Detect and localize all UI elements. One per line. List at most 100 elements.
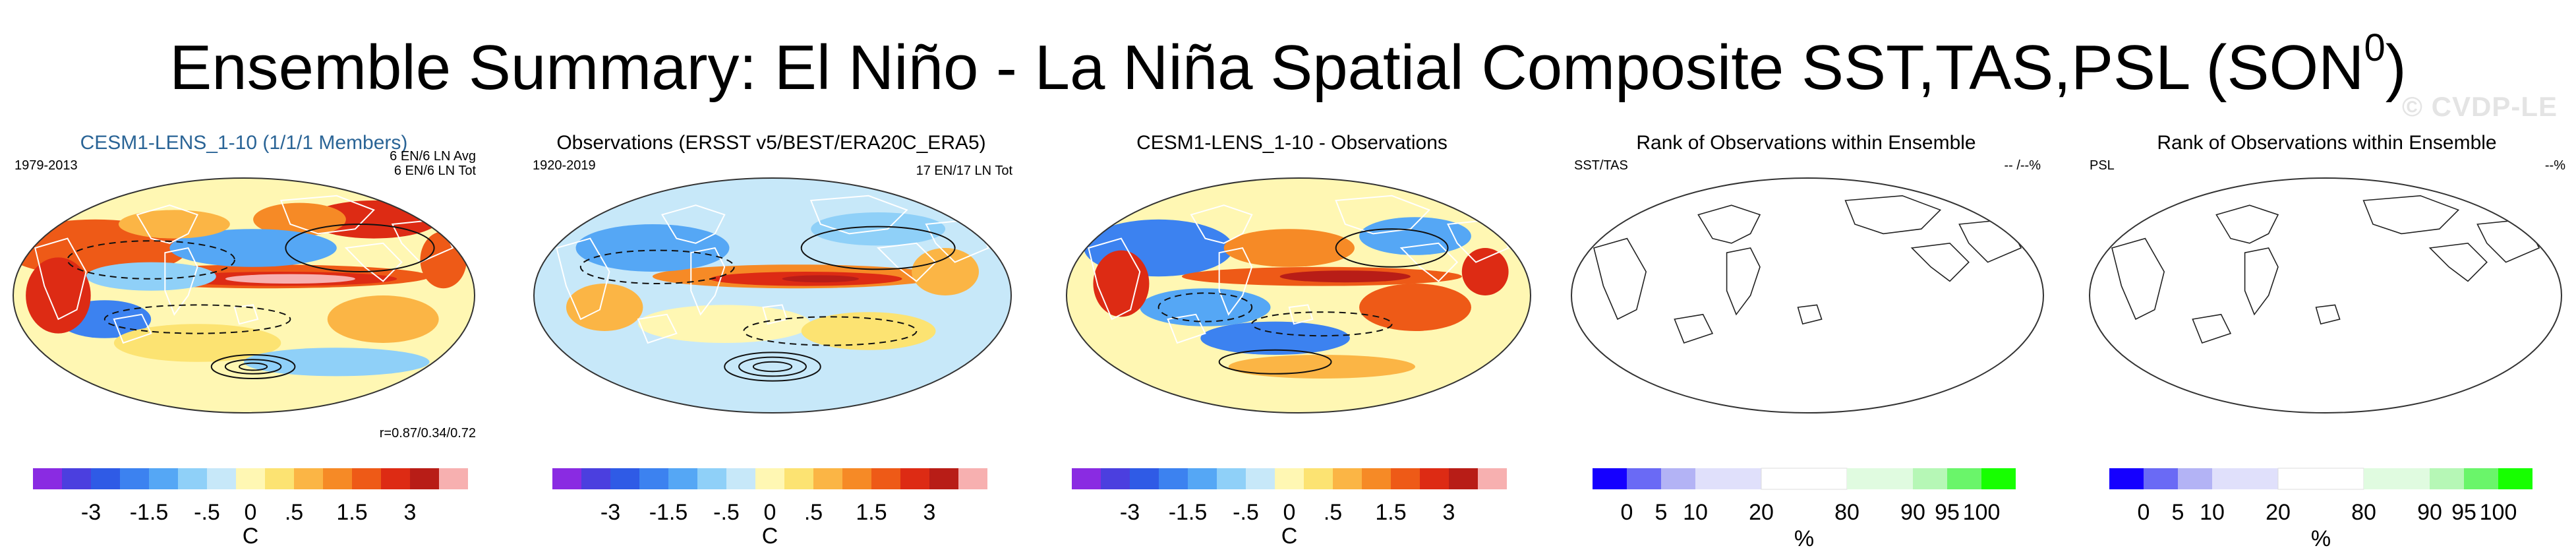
colorbar-tick-label: .5 [804,500,823,525]
field-region [1359,284,1471,331]
colorbar-box [1449,468,1478,489]
coastline [35,196,453,343]
colorbar-box [439,468,468,489]
field-region [1200,321,1350,355]
colorbar-box [1913,468,1947,489]
map-outline [1066,177,1531,413]
panel-2-period: 1920-2019 [533,158,596,173]
psl-contour [103,304,291,334]
colorbar-box [1593,468,1627,489]
map-field [1571,178,2043,413]
colorbar-tick-label: -3 [81,500,101,525]
colorbar-box [1188,468,1217,489]
colorbar-tick-label: 100 [2480,500,2517,525]
colorbar-tick-label: -1.5 [649,500,688,525]
colorbar-box [842,468,871,489]
colorbar-box [120,468,149,489]
colorbar-box [1333,468,1362,489]
psl-contour [224,359,282,375]
colorbar-unit-label: % [1794,526,1814,550]
colorbar-tick-label: 20 [2266,500,2291,525]
colorbar-box [1627,468,1661,489]
colorbar-box [668,468,697,489]
colorbar-box [1217,468,1246,489]
colorbar-tick-label: 10 [2200,500,2225,525]
field-region [113,324,281,362]
colorbar-tick-label: 1.5 [856,500,887,525]
colorbar-box [697,468,726,489]
psl-contour [724,351,821,382]
colorbar-box [410,468,439,489]
psl-contour [238,362,268,371]
panel-3-colorbar: -3 -1.5 -.5 0 .5 1.5 3 C [1072,468,1507,549]
colorbar-box [581,468,610,489]
colorbar-box [62,468,91,489]
psl-contour [800,226,956,270]
colorbar-tick-label: -.5 [713,500,740,525]
panel-4-title: Rank of Observations within Ensemble [1636,132,1976,154]
colorbar-box [1981,468,2016,489]
figure-title-close: ) [2385,32,2407,103]
colorbar-box [2430,468,2464,489]
colorbar-box [900,468,929,489]
colorbar-tick-label: 3 [1443,500,1455,525]
colorbar-tick-label: .5 [285,500,303,525]
colorbar-tick-label: 80 [1834,500,1859,525]
colorbar-box [381,468,410,489]
field-region [169,229,337,267]
colorbar-tick-label: 20 [1749,500,1774,525]
psl-contour [738,356,807,377]
colorbar-box [726,468,755,489]
colorbar-tick-label: 0 [1621,500,1633,525]
colorbar-box [1391,468,1420,489]
coastline [2112,196,2539,343]
panel-1-correlation: r=0.87/0.34/0.72 [379,426,476,441]
panel-4-map [1571,177,2044,413]
panel-1-title: CESM1-LENS_1-10 (1/1/1 Members) [80,132,408,154]
colorbar-unit-label: C [762,524,778,549]
field-region [327,295,439,343]
panel-3-title: CESM1-LENS_1-10 - Observations [1136,132,1448,154]
psl-contour [1335,228,1449,268]
colorbar-box [1362,468,1391,489]
map-field [13,178,475,413]
colorbar-tick-label: .5 [1324,500,1342,525]
colorbar-box [2498,468,2532,489]
colorbar-tick-label: 3 [923,500,936,525]
field-region [1093,250,1150,317]
coastline [1088,196,1508,343]
colorbar-box [149,468,178,489]
colorbar-box [1159,468,1188,489]
panel-5-variable: PSL [2090,158,2115,173]
field-region [244,348,430,377]
colorbar-tick-label: -1.5 [130,500,169,525]
field-region [801,312,936,350]
map-outline [1571,177,2044,413]
map-outline [13,177,475,413]
colorbar-box [2109,468,2144,489]
colorbar-box [639,468,668,489]
colorbar-tick-label: 100 [1963,500,2001,525]
colorbar-tick-label: 5 [1655,500,1668,525]
colorbar-tick-label: 0 [1283,500,1296,525]
panel-5-map [2089,177,2562,413]
colorbar-tick-label: 1.5 [336,500,367,525]
field-region [1223,229,1355,267]
panel-2-map [533,177,1012,413]
panel-1-colorbar: -3 -1.5 -.5 0 .5 1.5 3 C [33,468,468,549]
colorbar-box [1275,468,1304,489]
panel-2-title: Observations (ERSST v5/BEST/ERA20C_ERA5) [556,132,986,154]
colorbar-box [1072,468,1101,489]
panel-2-tot-label: 17 EN/17 LN Tot [916,164,1012,178]
colorbar-box [91,468,120,489]
colorbar-tick-label: 1.5 [1375,500,1406,525]
field-region [782,275,860,283]
colorbar-tick-label: -.5 [1233,500,1259,525]
map-outline [533,177,1012,413]
colorbar-box [2212,468,2278,489]
colorbar-box [784,468,813,489]
panel-5-rank-value: --% [2544,158,2565,173]
panel-1-map [13,177,475,413]
figure-title-text: Ensemble Summary: El Niño - La Niña Spat… [169,32,2364,103]
field-region [2090,178,2561,413]
